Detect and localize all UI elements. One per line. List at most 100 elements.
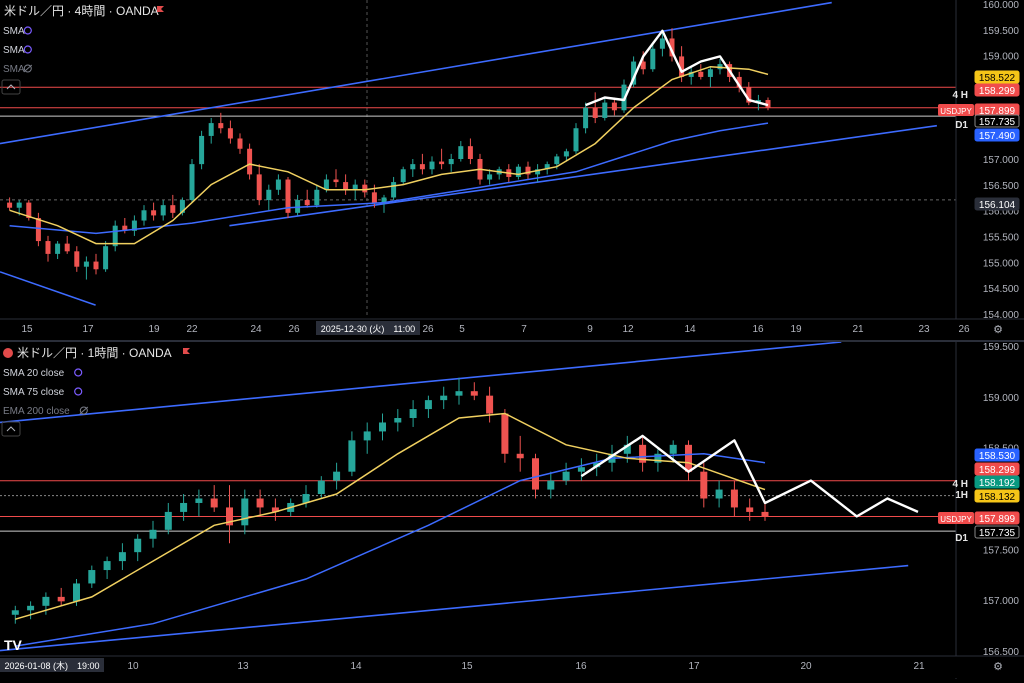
indicator-settings-icon[interactable] bbox=[23, 26, 32, 35]
indicator-settings-icon[interactable] bbox=[74, 368, 83, 377]
candle-body bbox=[501, 413, 509, 454]
line-tag: D1 bbox=[955, 533, 968, 544]
candle-body bbox=[271, 507, 279, 512]
line-tag: D1 bbox=[955, 120, 968, 131]
price-label-text: 158.299 bbox=[979, 86, 1016, 97]
time-tick-label: 19 bbox=[148, 324, 160, 335]
candle-body bbox=[164, 511, 172, 530]
candle-body bbox=[112, 225, 118, 247]
candle-body bbox=[11, 610, 19, 615]
indicator-label[interactable]: SMA bbox=[3, 26, 25, 37]
candle-body bbox=[83, 261, 89, 267]
time-axis[interactable]: 15 17 19 22 24 26 26 5 7 9 12 14 16 19 21 23 26 2025-12-3… bbox=[0, 318, 1024, 341]
candle-body bbox=[237, 138, 243, 149]
candle-body bbox=[547, 480, 555, 490]
candle-body bbox=[179, 200, 185, 213]
sma-fast-line bbox=[15, 412, 766, 620]
panel-2[interactable]: 159.500159.000158.500158.000157.500157.0… bbox=[0, 341, 1024, 679]
candle-body bbox=[654, 453, 662, 463]
panel-divider[interactable] bbox=[0, 340, 1024, 342]
price-tick-label: 159.500 bbox=[983, 26, 1020, 37]
indicator-label[interactable]: SMA 20 close bbox=[3, 368, 65, 379]
hidden-eye-icon[interactable] bbox=[23, 64, 32, 73]
candle-body bbox=[42, 596, 50, 606]
candle-body bbox=[241, 498, 249, 526]
symbol-tag-text: USDJPY bbox=[940, 515, 972, 524]
candle-body bbox=[363, 431, 371, 441]
indicator-label[interactable]: SMA bbox=[3, 45, 25, 56]
candle-body bbox=[285, 179, 291, 213]
candle-body bbox=[669, 444, 677, 454]
price-tick-label: 156.000 bbox=[983, 207, 1020, 218]
time-axis[interactable]: 10 13 14 15 16 17 20 21 2026-01-08 (木) 19:00 ⚙ bbox=[0, 655, 1024, 678]
candle-body bbox=[304, 200, 310, 206]
sma-slow-line bbox=[9, 122, 769, 235]
candle-body bbox=[583, 107, 589, 129]
candle-body bbox=[544, 164, 550, 170]
candle-body bbox=[88, 570, 96, 584]
hidden-eye-icon[interactable] bbox=[79, 406, 88, 415]
indicator-label[interactable]: SMA bbox=[3, 64, 25, 75]
candle-body bbox=[160, 205, 166, 216]
price-label-badge bbox=[974, 489, 1020, 503]
price-label-text: 158.522 bbox=[979, 73, 1016, 84]
candle-body bbox=[563, 151, 569, 157]
time-axis-bg bbox=[0, 656, 1024, 678]
candle-body bbox=[256, 498, 264, 508]
candle-body bbox=[226, 507, 233, 526]
price-axis[interactable]: 160.000159.500159.000158.500158.000157.5… bbox=[955, 0, 1024, 342]
candle-body bbox=[424, 400, 432, 410]
time-tick-label: 17 bbox=[82, 324, 94, 335]
candle-body bbox=[650, 48, 656, 70]
price-label-text: 157.735 bbox=[979, 528, 1016, 539]
candle-body bbox=[400, 169, 406, 183]
candle-body bbox=[189, 164, 195, 201]
flag-icon[interactable] bbox=[183, 348, 190, 354]
flag-icon[interactable] bbox=[157, 6, 164, 12]
legend: 米ドル／円 · 1時間 · OANDA SMA 20 close SMA 75 cl… bbox=[1, 346, 190, 437]
price-label-badge bbox=[974, 114, 1020, 128]
candle-body bbox=[103, 246, 109, 270]
candle-body bbox=[55, 243, 61, 254]
price-axis[interactable]: 159.500159.000158.500158.000157.500157.0… bbox=[955, 342, 1024, 679]
indicator-label[interactable]: EMA 200 close bbox=[3, 406, 70, 417]
time-tick-label: 10 bbox=[127, 661, 139, 672]
collapse-button[interactable] bbox=[1, 421, 21, 437]
gear-icon[interactable]: ⚙ bbox=[993, 324, 1003, 336]
time-tick-label: 26 bbox=[422, 324, 434, 335]
price-tick-label: 157.500 bbox=[983, 545, 1020, 556]
time-tick-label: 22 bbox=[186, 324, 198, 335]
candle-body bbox=[611, 102, 617, 111]
time-tick-label: 13 bbox=[237, 661, 249, 672]
candle-body bbox=[170, 205, 176, 213]
candle-body bbox=[118, 552, 126, 562]
candle-body bbox=[141, 210, 147, 221]
candle-body bbox=[122, 225, 128, 231]
candle-body bbox=[199, 135, 205, 165]
time-tick-label: 9 bbox=[587, 324, 593, 335]
candle-body bbox=[685, 444, 692, 472]
gear-icon[interactable]: ⚙ bbox=[993, 661, 1003, 673]
time-tick-label: 26 bbox=[288, 324, 300, 335]
candle-body bbox=[458, 146, 464, 159]
time-tick-label: 24 bbox=[250, 324, 262, 335]
channel-line bbox=[0, 1, 832, 145]
candle-body bbox=[275, 179, 281, 190]
collapse-button[interactable] bbox=[1, 79, 21, 95]
candle-body bbox=[64, 243, 70, 252]
panel-1[interactable]: 160.000159.500159.000158.500158.000157.5… bbox=[0, 0, 1024, 342]
indicator-label[interactable]: SMA 75 close bbox=[3, 387, 65, 398]
candle-body bbox=[131, 220, 137, 231]
candle-body bbox=[640, 61, 646, 70]
price-label-text: 157.735 bbox=[979, 117, 1016, 128]
candle-body bbox=[352, 184, 358, 190]
time-tick-label: 12 bbox=[622, 324, 634, 335]
candle-body bbox=[439, 161, 445, 165]
price-tick-label: 159.000 bbox=[983, 52, 1020, 63]
indicator-settings-icon[interactable] bbox=[74, 387, 83, 396]
indicator-settings-icon[interactable] bbox=[23, 45, 32, 54]
panel-background bbox=[0, 0, 1024, 342]
crosshair-date-badge bbox=[316, 321, 420, 335]
price-label-text: 158.530 bbox=[979, 451, 1016, 462]
